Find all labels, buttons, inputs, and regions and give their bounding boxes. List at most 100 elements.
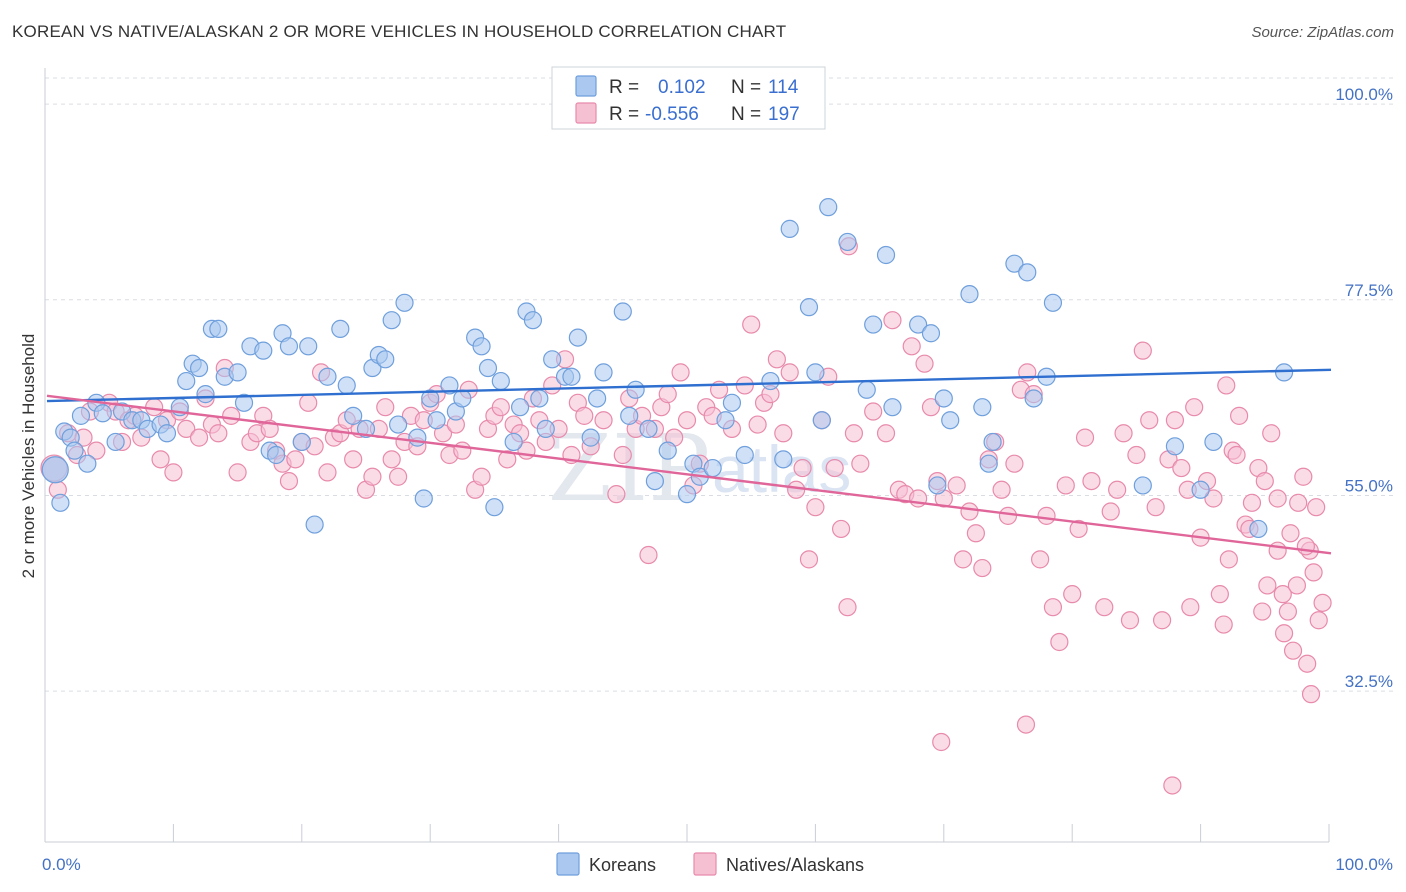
legend-r-label-natives: R = [609,104,639,125]
native-point [472,467,491,486]
native-point [1262,424,1281,443]
native-point [1217,376,1236,395]
native-point [1120,611,1140,630]
legend-r-value-natives: -0.556 [645,104,699,125]
native-point [902,337,921,356]
korean-point [279,337,299,356]
native-point [1016,715,1036,734]
legend-n-label-koreans: N = [731,77,761,98]
native-point [491,398,510,417]
native-point [164,463,183,482]
korean-point [983,432,1002,452]
native-point [1043,598,1063,617]
native-point [1281,524,1300,543]
korean-point [331,319,350,338]
korean-point [562,367,581,386]
native-point [1204,489,1223,508]
y-axis-title: 2 or more Vehicles in Household [19,334,38,579]
native-point [1307,498,1326,517]
korean-point [157,424,177,443]
korean-point [51,493,70,512]
korean-point [581,428,600,447]
native-point [780,363,799,382]
korean-point [395,293,414,312]
korean-point [65,441,84,460]
native-point [1056,476,1075,495]
native-point [915,354,934,373]
native-point [1063,585,1082,604]
korean-point [543,350,562,369]
legend-n-label-natives: N = [731,104,761,125]
legend-r-label-koreans: R = [609,77,639,98]
native-point [1069,519,1088,539]
trend-lines [46,368,1332,555]
native-point [799,550,819,569]
native-point [1146,498,1165,517]
korean-point [780,219,799,238]
native-point [1242,493,1262,512]
legend-n-value-natives: 197 [768,104,800,125]
top-legend-box [551,66,826,130]
korean-point [1018,263,1037,282]
native-point [1127,445,1146,465]
top-legend: R = 0.102 N = 114 R = -0.556 N = 197 [551,66,826,130]
native-point [960,502,979,521]
korean-point [491,371,510,391]
native-point [389,467,408,486]
y-tick-label: 77.5% [1345,281,1393,300]
y-tick-label: 32.5% [1345,672,1393,691]
korean-point [799,298,819,317]
native-point [1152,611,1172,630]
y-tick-label: 55.0% [1345,476,1393,495]
korean-point [613,302,632,321]
source-label: Source: ZipAtlas.com [1251,24,1394,41]
native-point [594,411,613,430]
korean-point [299,337,318,356]
native-point [222,406,241,425]
korean-point [530,389,549,408]
korean-point [883,398,902,417]
korean-point [934,389,953,408]
korean-point [1165,437,1185,456]
native-point [1283,641,1303,660]
korean-point [1043,293,1063,312]
native-point [299,393,318,412]
korean-point [639,419,658,439]
native-point [318,463,337,482]
native-point [774,424,793,443]
native-point [1185,398,1204,417]
native-point [838,598,857,617]
korean-point [78,454,97,473]
korean-point [722,393,742,412]
korean-point [941,411,960,430]
native-point [1075,428,1095,447]
native-point [1296,537,1315,556]
native-point [1214,615,1233,634]
korean-point [305,515,324,534]
native-point [793,458,812,478]
native-point [1268,489,1287,508]
native-point [1294,467,1313,486]
bottom-legend: Koreans Natives/Alaskans [556,852,864,876]
native-point [344,450,363,469]
native-point [966,524,986,543]
korean-point [472,337,491,356]
native-point [1140,411,1159,430]
native-point [1227,445,1246,465]
korean-point [209,319,228,338]
native-point [87,441,106,460]
native-point [883,311,902,330]
korean-point [819,198,838,217]
native-point [1219,550,1238,569]
korean-point [485,498,504,517]
korean-point [677,485,697,504]
native-point [851,454,870,473]
korean-point [196,385,215,404]
trend-line-natives [46,394,1332,555]
korean-point [376,350,395,369]
native-point [1165,411,1185,430]
native-point [613,445,632,465]
native-point [1253,602,1272,621]
native-point [787,480,806,499]
korean-point [254,341,273,360]
